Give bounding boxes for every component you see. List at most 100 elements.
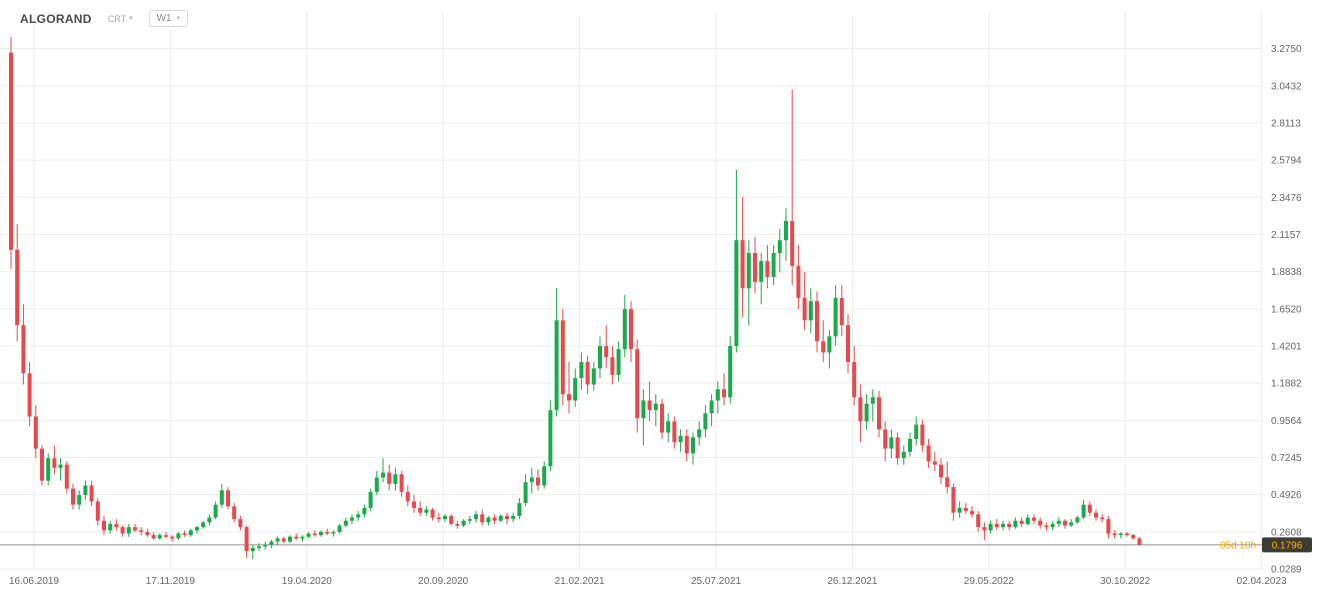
candle-body <box>753 253 757 282</box>
candle-body <box>387 472 392 484</box>
candle-body <box>368 491 373 508</box>
candle-body <box>412 501 416 508</box>
candle-body <box>1019 520 1024 524</box>
candle-body <box>71 488 75 505</box>
price-tick-label: 0.4926 <box>1271 490 1302 501</box>
candle-body <box>226 490 230 507</box>
candle-body <box>33 416 38 449</box>
candle-body <box>312 533 317 536</box>
candle-body <box>914 424 919 439</box>
candle-body <box>629 309 633 350</box>
candle-body <box>77 495 82 505</box>
candle-body <box>1094 512 1098 518</box>
candle-body <box>672 421 677 443</box>
timeframe-button[interactable]: W1 ▾ <box>148 10 189 27</box>
candle-body <box>89 485 94 502</box>
candle-body <box>746 253 751 289</box>
candle-body <box>858 397 863 422</box>
candle-body <box>424 509 429 513</box>
candle-body <box>1125 533 1129 536</box>
candle-body <box>58 464 63 468</box>
candle-body <box>188 530 193 536</box>
current-price-label: 0.1796 <box>1272 540 1303 551</box>
candle-body <box>548 410 553 467</box>
candle-body <box>139 530 144 532</box>
candle-body <box>436 517 441 520</box>
candle-body <box>808 301 813 321</box>
candle-body <box>908 438 912 452</box>
candle-body <box>771 253 776 278</box>
candle-body <box>963 507 968 512</box>
candle-body <box>715 389 720 401</box>
candle-body <box>560 320 565 395</box>
candle-body <box>1075 517 1080 523</box>
candle-body <box>635 349 640 419</box>
candle-body <box>1050 523 1055 528</box>
candle-body <box>64 464 69 489</box>
candle-body <box>1087 504 1092 513</box>
candle-body <box>281 538 286 542</box>
candle-body <box>536 477 540 486</box>
candle-body <box>870 397 875 404</box>
candle-body <box>777 240 782 254</box>
candle-body <box>1112 533 1117 536</box>
candle-body <box>796 265 801 298</box>
candle-body <box>951 487 956 513</box>
candle-body <box>784 220 788 241</box>
candle-body <box>443 515 447 520</box>
candle-body <box>95 501 100 521</box>
candle-body <box>27 373 32 417</box>
candle-body <box>120 527 125 534</box>
candle-body <box>1044 525 1049 528</box>
candle-body <box>728 346 733 398</box>
candle-body <box>1100 517 1105 520</box>
candle-body <box>306 533 311 537</box>
candle-body <box>145 531 150 536</box>
candle-body <box>170 536 175 539</box>
market-type-dropdown[interactable]: CRT ▾ <box>108 14 133 24</box>
candle-body <box>1137 538 1142 545</box>
candle-body <box>523 482 528 504</box>
candle-body <box>1001 523 1005 528</box>
candle-body <box>604 346 609 358</box>
candle-body <box>182 533 187 536</box>
candle-body <box>678 435 683 443</box>
candle-body <box>759 261 764 282</box>
candle-body <box>288 536 292 542</box>
candle-body <box>920 424 925 446</box>
candle-body <box>740 240 745 289</box>
candle-body <box>319 531 323 536</box>
current-price-badge <box>1262 537 1312 553</box>
candle-body <box>610 357 615 375</box>
time-tick-label: 30.10.2022 <box>1100 576 1150 587</box>
price-tick-label: 0.7245 <box>1271 453 1302 464</box>
candle-body <box>573 378 578 401</box>
candle-body <box>1069 522 1074 526</box>
candle-body <box>83 485 88 496</box>
candle-body <box>567 394 571 401</box>
candle-body <box>1118 533 1123 536</box>
candle-body <box>430 509 435 518</box>
candle-body <box>238 519 243 528</box>
candle-body <box>263 544 268 547</box>
candle-body <box>889 437 894 449</box>
candle-body <box>337 525 342 532</box>
candle-body <box>381 472 385 478</box>
candle-body <box>1081 504 1086 518</box>
candle-body <box>52 458 57 468</box>
candle-body <box>684 435 689 454</box>
chevron-down-icon: ▾ <box>129 15 133 22</box>
candle-body <box>213 504 218 518</box>
candle-body <box>802 297 807 321</box>
candle-body <box>108 523 113 531</box>
candle-body <box>529 477 534 483</box>
symbol-label: ALGORAND <box>20 11 92 26</box>
candle-body <box>883 429 888 449</box>
candle-body <box>1007 523 1012 528</box>
candle-body <box>660 403 664 433</box>
candle-body <box>833 297 838 337</box>
candle-body <box>9 52 13 250</box>
candle-body <box>982 527 987 531</box>
candle-body <box>449 515 454 524</box>
